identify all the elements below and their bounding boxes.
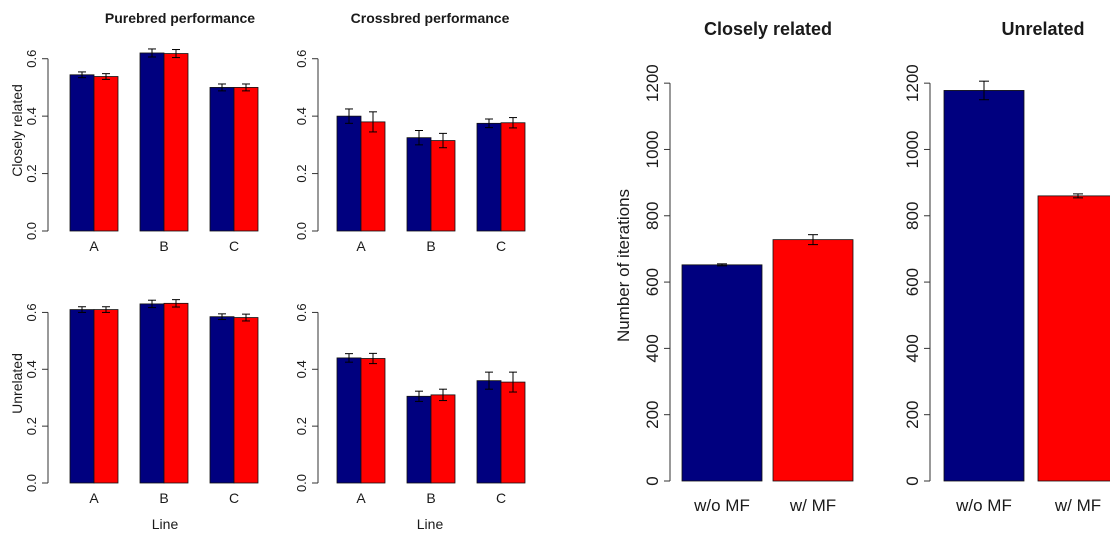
- bar-B-with-mf: [430, 140, 456, 232]
- chart-title: Unrelated: [1001, 19, 1084, 39]
- x-axis-label: Line: [152, 516, 179, 532]
- bar-B-without-mf: [139, 52, 165, 232]
- y-tick-label: 0.2: [294, 417, 309, 435]
- y-tick-label: 400: [643, 334, 662, 362]
- y-tick-label: 0.0: [294, 474, 309, 492]
- y-tick-label: 0: [903, 476, 922, 485]
- x-tick-label: w/o MF: [955, 496, 1012, 515]
- chart-2: Crossbred performance 0.0 0.2 0.4 0.6 A B C: [294, 10, 526, 254]
- y-tick-label: 0.4: [294, 107, 309, 125]
- y-tick-label: 600: [643, 268, 662, 296]
- chart-5: Closely related 0 200 400 600 800 1000 1200 Numb…: [614, 19, 854, 515]
- y-tick-label: 0.4: [294, 360, 309, 378]
- bar-C-without-mf: [476, 122, 502, 232]
- y-tick-label: 0.6: [294, 303, 309, 321]
- y-tick-label: 0.6: [24, 303, 39, 321]
- bar-C-with-mf: [500, 381, 526, 484]
- x-tick-label: B: [159, 238, 168, 254]
- x-tick-label: A: [89, 238, 99, 254]
- x-tick-label: B: [426, 238, 435, 254]
- y-tick-label: 200: [643, 401, 662, 429]
- x-tick-label: A: [356, 238, 366, 254]
- bar-A-with-mf: [360, 121, 386, 232]
- bar-B-with-mf: [163, 53, 189, 232]
- bar-A-with-mf: [93, 76, 119, 232]
- y-tick-label: 1000: [643, 131, 662, 169]
- bar-A-with-mf: [93, 309, 119, 484]
- y-tick-label: 800: [643, 202, 662, 230]
- x-tick-label: C: [496, 490, 506, 506]
- bar-C-without-mf: [209, 316, 235, 484]
- bar-without-mf: [943, 90, 1025, 482]
- y-tick-label: 800: [903, 202, 922, 230]
- y-tick-label: 0.6: [294, 50, 309, 68]
- chart-title: Closely related: [704, 19, 832, 39]
- bar-C-with-mf: [500, 122, 526, 232]
- bar-B-without-mf: [406, 395, 432, 484]
- y-tick-label: 0.0: [24, 222, 39, 240]
- y-tick-label: 0.4: [24, 107, 39, 125]
- bar-B-with-mf: [430, 394, 456, 484]
- x-tick-label: w/ MF: [789, 496, 836, 515]
- y-axis-label: Number of iterations: [614, 189, 633, 342]
- y-tick-label: 0.2: [294, 165, 309, 183]
- bar-with-mf: [772, 239, 854, 482]
- y-tick-label: 0.0: [294, 222, 309, 240]
- bar-A-without-mf: [336, 115, 362, 232]
- chart-title: Crossbred performance: [351, 10, 510, 26]
- bar-A-without-mf: [69, 74, 95, 232]
- y-tick-label: 1200: [903, 64, 922, 102]
- y-tick-label: 0.4: [24, 360, 39, 378]
- bar-with-mf: [1037, 195, 1110, 482]
- x-axis-label: Line: [417, 516, 444, 532]
- bar-B-without-mf: [139, 303, 165, 484]
- chart-1: Purebred performance 0.0 0.2 0.4 0.6 Closely …: [9, 10, 259, 254]
- x-tick-label: C: [496, 238, 506, 254]
- x-tick-label: B: [426, 490, 435, 506]
- chart-4: 0.0 0.2 0.4 0.6 A B C Line: [294, 303, 526, 532]
- bar-A-without-mf: [336, 357, 362, 484]
- bar-A-without-mf: [69, 309, 95, 484]
- x-tick-label: C: [229, 490, 239, 506]
- x-tick-label: B: [159, 490, 168, 506]
- x-tick-label: w/ MF: [1054, 496, 1101, 515]
- bar-B-without-mf: [406, 137, 432, 232]
- y-axis-label: Unrelated: [9, 353, 25, 414]
- bar-A-with-mf: [360, 358, 386, 484]
- chart-6: Unrelated 0 200 400 600 800 1000 1200 w/o MF w/ M…: [903, 19, 1110, 515]
- bar-C-with-mf: [233, 87, 259, 232]
- y-tick-label: 0.6: [24, 50, 39, 68]
- y-tick-label: 0.2: [24, 165, 39, 183]
- bar-B-with-mf: [163, 302, 189, 484]
- bar-C-with-mf: [233, 317, 259, 484]
- y-tick-label: 1000: [903, 131, 922, 169]
- x-tick-label: w/o MF: [693, 496, 750, 515]
- y-tick-label: 1200: [643, 64, 662, 102]
- y-tick-label: 0.2: [24, 417, 39, 435]
- chart-3: 0.0 0.2 0.4 0.6 Unrelated A B C Line: [9, 299, 259, 532]
- bar-without-mf: [681, 264, 763, 482]
- x-tick-label: C: [229, 238, 239, 254]
- x-tick-label: A: [356, 490, 366, 506]
- chart-title: Purebred performance: [105, 10, 255, 26]
- y-tick-label: 0.0: [24, 474, 39, 492]
- bar-C-without-mf: [476, 380, 502, 484]
- y-tick-label: 200: [903, 401, 922, 429]
- y-tick-label: 0: [643, 476, 662, 485]
- y-tick-label: 600: [903, 268, 922, 296]
- y-axis-label: Closely related: [9, 84, 25, 177]
- y-tick-label: 400: [903, 334, 922, 362]
- x-tick-label: A: [89, 490, 99, 506]
- bar-C-without-mf: [209, 87, 235, 232]
